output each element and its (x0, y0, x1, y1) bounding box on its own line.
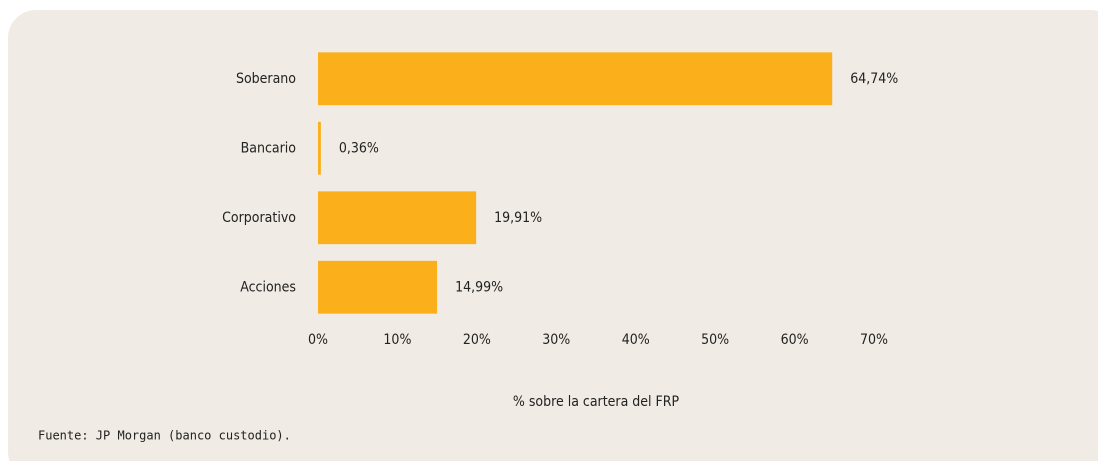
value-label: 64,74% (850, 71, 898, 87)
x-tick-label: 40% (622, 332, 650, 348)
x-tick-label: 70% (860, 332, 888, 348)
bar (318, 121, 321, 175)
panel (8, 10, 1098, 465)
value-label: 0,36% (339, 140, 379, 156)
x-tick-label: 0% (308, 332, 328, 348)
source-note: Fuente: JP Morgan (banco custodio). (38, 429, 291, 443)
y-tick-label: Acciones (240, 279, 296, 295)
bar (318, 260, 438, 314)
x-axis-label: % sobre la cartera del FRP (513, 394, 680, 410)
value-label: 14,99% (455, 279, 503, 295)
y-tick-label: Soberano (236, 71, 296, 87)
x-tick-label: 10% (383, 332, 411, 348)
x-tick-label: 20% (463, 332, 491, 348)
x-tick-label: 60% (781, 332, 809, 348)
bar (318, 52, 833, 106)
bar (318, 191, 477, 245)
value-label: 19,91% (494, 210, 542, 226)
y-tick-label: Corporativo (222, 210, 296, 226)
y-tick-label: Bancario (241, 140, 297, 156)
x-tick-label: 50% (701, 332, 729, 348)
x-tick-label: 30% (542, 332, 570, 348)
